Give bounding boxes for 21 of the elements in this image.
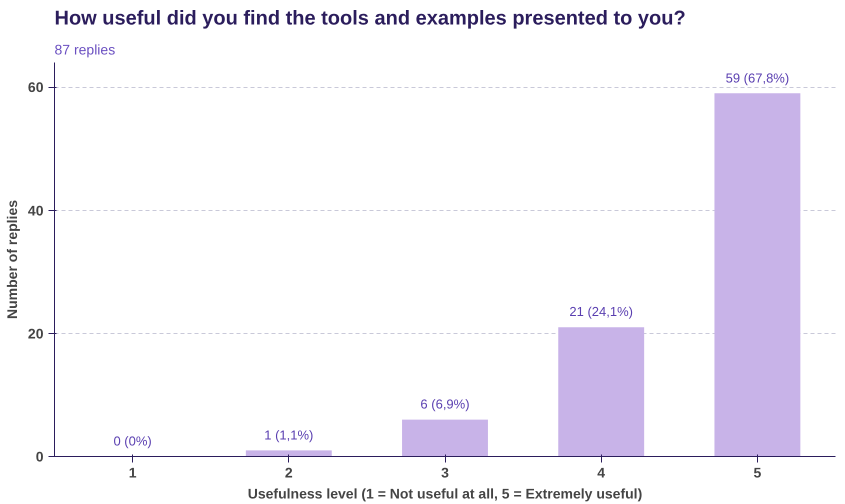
data-label: 21 (24,1%): [569, 304, 633, 320]
x-axis-title: Usefulness level (1 = Not useful at all, 5 = Extremely useful): [248, 486, 642, 502]
y-tick-label: 20: [28, 325, 44, 342]
x-tick-label: 4: [597, 464, 606, 480]
y-tick-label: 0: [36, 448, 44, 464]
x-tick-label: 3: [441, 464, 450, 480]
data-label: 1 (1,1%): [264, 427, 314, 442]
data-label: 59 (67,8%): [726, 70, 790, 86]
data-label: 0 (0%): [113, 434, 152, 448]
x-tick-label: 5: [754, 464, 762, 480]
y-tick-label: 40: [28, 202, 44, 218]
y-axis-title: Number of replies: [4, 200, 20, 320]
y-tick-label: 60: [28, 79, 44, 96]
chart-title: How useful did you find the tools and examples presented to you?: [54, 8, 686, 30]
data-label: 6 (6,9%): [420, 396, 470, 412]
chart-subtitle: 87 replies: [54, 42, 116, 58]
x-tick-label: 2: [284, 464, 293, 480]
bar: [714, 93, 800, 456]
bar: [402, 420, 488, 456]
bar: [558, 327, 644, 456]
x-tick-label: 1: [128, 464, 137, 480]
